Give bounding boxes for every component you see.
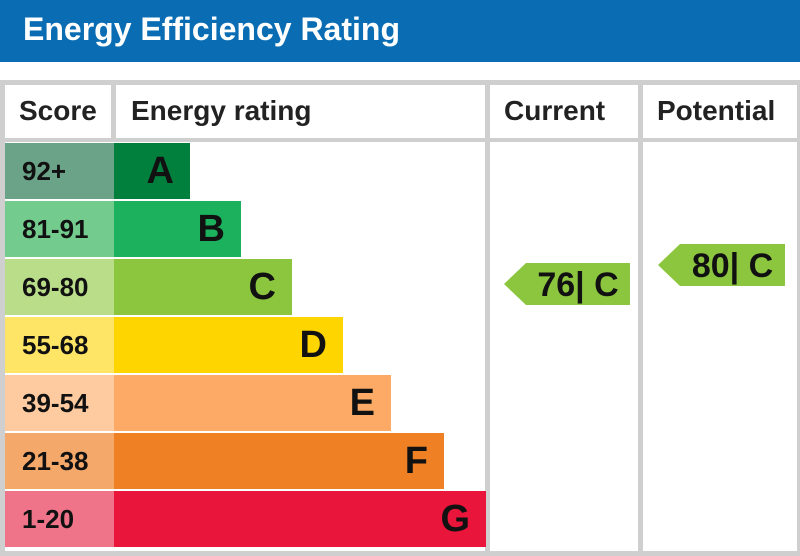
score-cell-c: 69-80 (5, 259, 114, 315)
score-label: 1-20 (22, 503, 75, 534)
rating-header-cell (116, 85, 485, 138)
chart-header: Energy Efficiency Rating (0, 0, 800, 62)
score-cell-f: 21-38 (5, 433, 114, 489)
score-label: 55-68 (22, 329, 89, 360)
rating-bar-g: G (114, 491, 486, 547)
potential-header-cell (643, 85, 797, 138)
rating-letter: B (197, 208, 225, 250)
potential-rating-arrow-shape (658, 244, 785, 286)
chart-title: Energy Efficiency Rating (23, 11, 400, 47)
current-rating-arrow: 76| C (504, 263, 630, 305)
rating-bar-b: B (114, 201, 241, 257)
score-cell-g: 1-20 (5, 491, 114, 547)
rating-bar-c: C (114, 259, 292, 315)
rating-letter: A (146, 150, 174, 192)
current-body-cell (490, 142, 638, 551)
score-cell-d: 55-68 (5, 317, 114, 373)
rating-letter: F (404, 440, 428, 482)
potential-column-header: Potential (657, 95, 776, 126)
potential-rating-arrow: 80| C (658, 244, 785, 286)
rating-bar-d: D (114, 317, 343, 373)
current-column-header: Current (504, 95, 606, 126)
score-header-cell (5, 85, 111, 138)
score-cell-a: 92+ (5, 143, 114, 199)
score-cell-b: 81-91 (5, 201, 114, 257)
current-header-cell (490, 85, 638, 138)
score-label: 92+ (22, 155, 67, 186)
rating-bar-e: E (114, 375, 391, 431)
rating-bar-f: F (114, 433, 444, 489)
score-label: 21-38 (22, 445, 89, 476)
score-label: 39-54 (22, 387, 89, 418)
score-column-header: Score (19, 95, 97, 126)
potential-rating-arrow-label: 80| C (692, 247, 773, 285)
rating-letter: C (248, 266, 276, 308)
potential-body-cell (643, 142, 797, 551)
rating-column-header: Energy rating (131, 95, 312, 126)
rating-letter: G (440, 498, 470, 540)
score-label: 69-80 (22, 271, 89, 302)
current-rating-arrow-label: 76| C (537, 266, 618, 304)
rating-letter: D (299, 324, 327, 366)
score-cell-e: 39-54 (5, 375, 114, 431)
rating-bar-a: A (114, 143, 190, 199)
score-label: 81-91 (22, 213, 89, 244)
current-rating-arrow-shape (504, 263, 630, 305)
rating-letter: E (349, 382, 375, 424)
